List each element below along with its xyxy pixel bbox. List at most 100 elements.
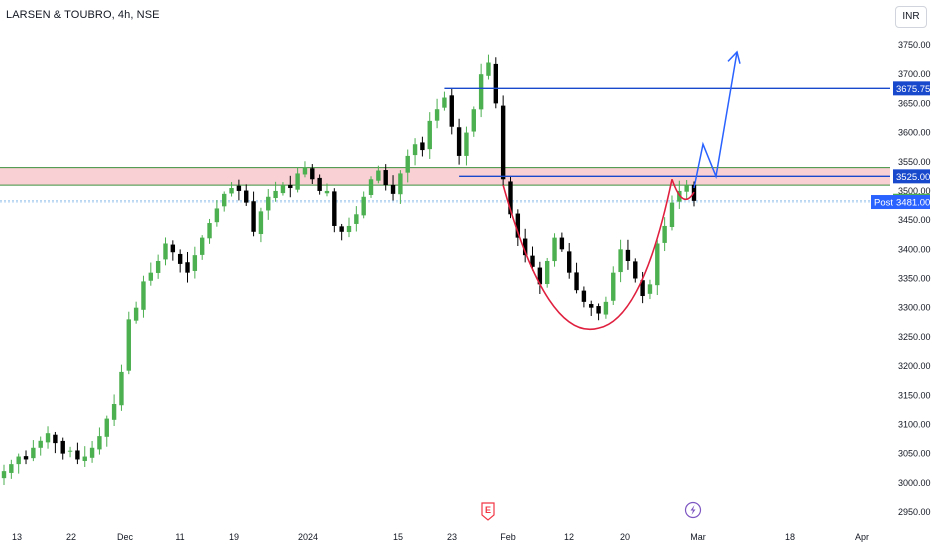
candle bbox=[302, 167, 308, 175]
candle bbox=[170, 244, 176, 253]
resistance-zone-layer bbox=[0, 167, 890, 203]
candle bbox=[126, 319, 131, 371]
candle bbox=[618, 249, 623, 273]
candle bbox=[141, 281, 146, 310]
y-tick-label: 3700.00 bbox=[898, 69, 931, 79]
candle bbox=[515, 213, 521, 238]
candle bbox=[104, 418, 109, 437]
candle bbox=[89, 447, 95, 458]
price-tag-label: 3675.75 bbox=[896, 84, 930, 95]
event-markers: E bbox=[481, 501, 702, 521]
y-tick-label: 3750.00 bbox=[898, 40, 931, 50]
y-tick-label: 3650.00 bbox=[898, 98, 931, 108]
candle bbox=[427, 120, 432, 150]
drawings-layer bbox=[444, 50, 890, 331]
x-tick-label: Dec bbox=[117, 532, 134, 542]
candle bbox=[155, 260, 161, 273]
candle bbox=[662, 225, 667, 243]
candle bbox=[633, 261, 638, 279]
candle bbox=[456, 127, 462, 156]
candle bbox=[398, 173, 403, 195]
candle bbox=[45, 433, 51, 443]
candle bbox=[611, 272, 616, 301]
candle bbox=[38, 440, 43, 448]
candle bbox=[82, 456, 87, 462]
y-tick-label: 3050.00 bbox=[898, 449, 931, 459]
x-tick-label: 18 bbox=[785, 532, 795, 542]
candle bbox=[97, 436, 102, 450]
candle bbox=[640, 280, 645, 297]
candle bbox=[493, 63, 499, 104]
candle bbox=[567, 251, 572, 273]
candle bbox=[266, 196, 271, 211]
candle bbox=[229, 188, 234, 194]
y-axis: 2950.00 3000.00 3050.00 3100.00 3150.00 3200.… bbox=[898, 40, 931, 517]
candle bbox=[486, 62, 491, 76]
candle bbox=[361, 196, 366, 216]
x-tick-label: 12 bbox=[564, 532, 574, 542]
y-tick-label: 2950.00 bbox=[898, 507, 931, 517]
currency-selector[interactable]: INR bbox=[895, 6, 927, 28]
candle bbox=[324, 190, 330, 194]
x-tick-label: 11 bbox=[175, 532, 184, 542]
x-tick-label: Feb bbox=[500, 532, 516, 542]
candle bbox=[508, 181, 513, 215]
candle bbox=[251, 201, 256, 232]
x-tick-label: 13 bbox=[12, 532, 22, 542]
candle bbox=[420, 142, 425, 151]
candle bbox=[544, 260, 550, 285]
earnings-e-label: E bbox=[485, 505, 491, 515]
candle bbox=[669, 202, 675, 228]
candle bbox=[655, 243, 660, 286]
candle bbox=[677, 190, 682, 202]
candle bbox=[471, 109, 476, 132]
x-tick-label: Apr bbox=[855, 532, 869, 542]
candle bbox=[684, 185, 689, 192]
y-tick-label: 3350.00 bbox=[898, 274, 931, 284]
y-tick-label: 3100.00 bbox=[898, 419, 931, 429]
y-tick-label: 3150.00 bbox=[898, 390, 931, 400]
candle bbox=[207, 223, 212, 239]
candle bbox=[23, 456, 29, 460]
y-tick-label: 3450.00 bbox=[898, 215, 931, 225]
lightning-icon bbox=[690, 505, 696, 515]
price-tag-label: 3481.00 bbox=[896, 198, 930, 209]
candle bbox=[31, 447, 36, 459]
candle bbox=[464, 132, 469, 156]
candle bbox=[500, 105, 506, 180]
candles-layer bbox=[1, 54, 697, 486]
candle bbox=[625, 249, 631, 261]
x-tick-label: Mar bbox=[690, 532, 706, 542]
candle bbox=[603, 301, 609, 315]
y-tick-label: 3200.00 bbox=[898, 361, 931, 371]
candle bbox=[522, 238, 528, 256]
price-tag bbox=[893, 81, 930, 96]
candle bbox=[67, 450, 73, 452]
earnings-e-icon bbox=[481, 502, 495, 521]
candle bbox=[589, 304, 594, 308]
candle bbox=[273, 190, 278, 199]
projection-arrowhead bbox=[727, 50, 741, 64]
y-tick-label: 3300.00 bbox=[898, 303, 931, 313]
candle bbox=[222, 193, 227, 207]
candle bbox=[596, 306, 601, 314]
candle bbox=[192, 255, 198, 271]
y-tick-label: 3250.00 bbox=[898, 332, 931, 342]
candle bbox=[368, 179, 374, 195]
candle bbox=[559, 237, 565, 250]
candle bbox=[111, 404, 117, 420]
cup-curve bbox=[502, 179, 673, 331]
candle bbox=[552, 237, 557, 262]
candle bbox=[581, 290, 587, 302]
x-tick-label: 19 bbox=[229, 532, 239, 542]
candle bbox=[199, 237, 205, 255]
candle bbox=[530, 255, 535, 267]
candle bbox=[442, 97, 447, 108]
candle bbox=[133, 307, 139, 321]
candle bbox=[647, 284, 653, 294]
candle bbox=[537, 267, 543, 285]
candle bbox=[346, 225, 352, 233]
y-tick-label: 3550.00 bbox=[898, 157, 931, 167]
